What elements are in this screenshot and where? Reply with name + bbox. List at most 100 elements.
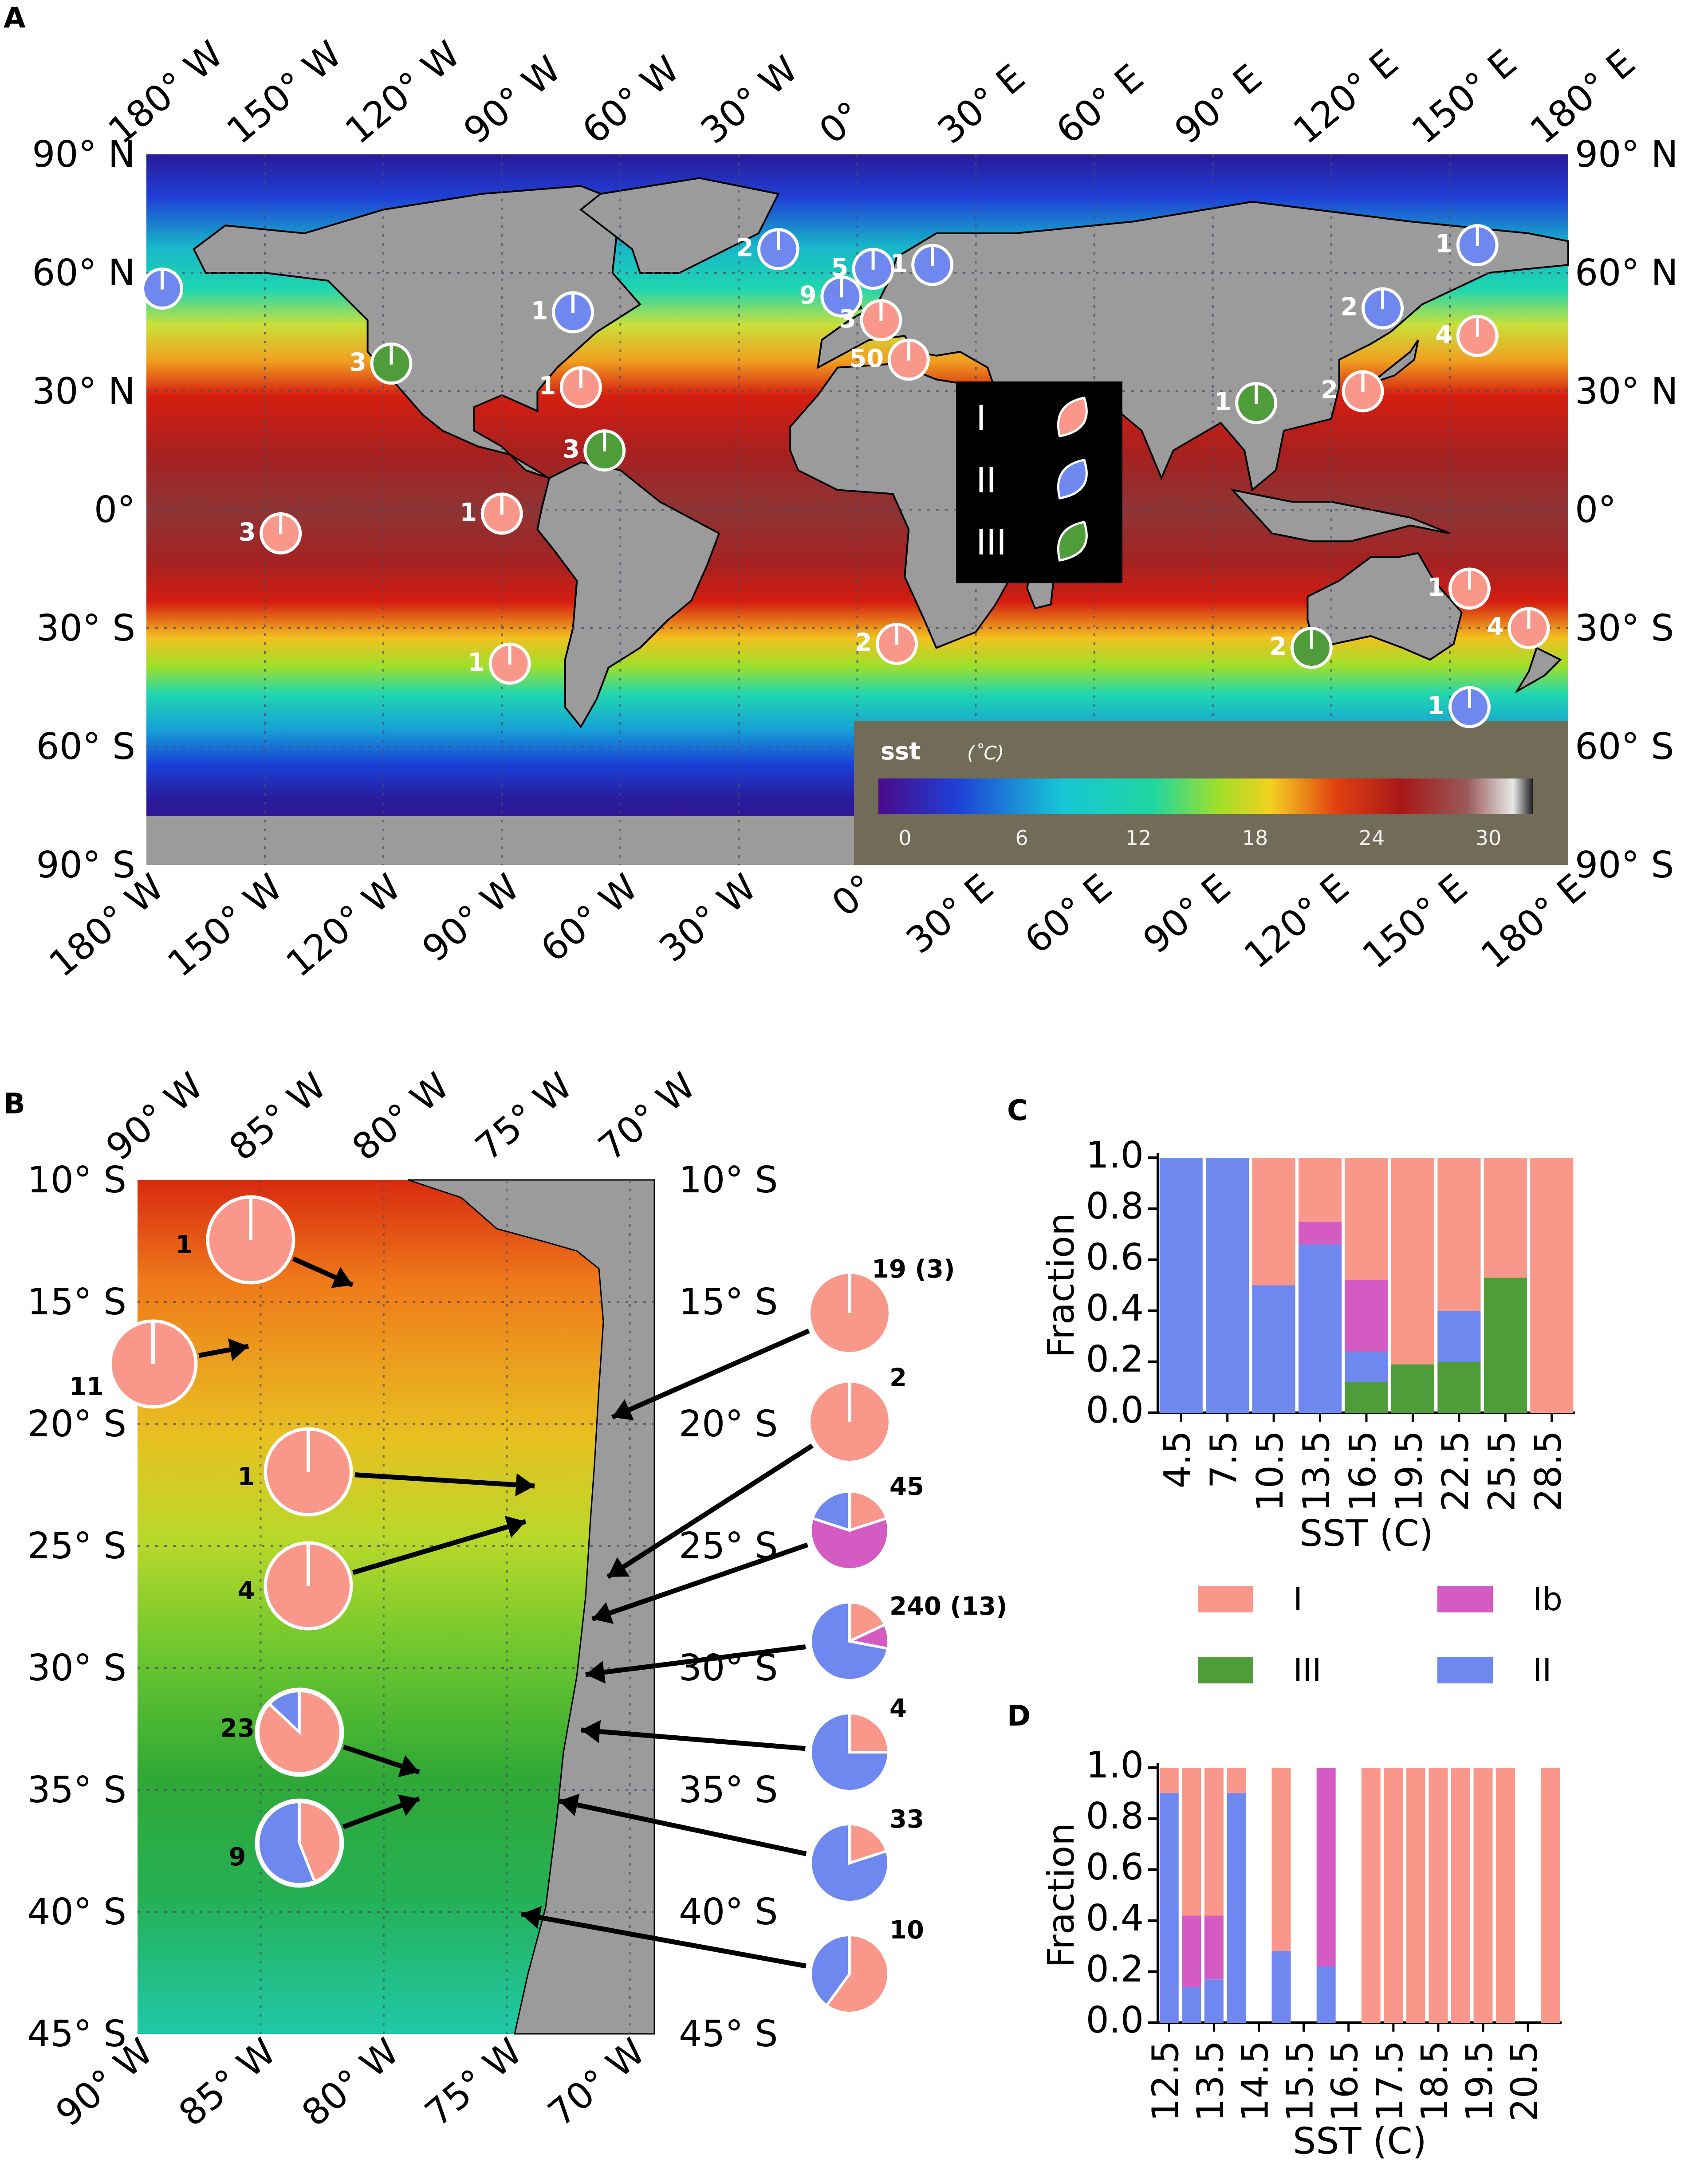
south-america-coast: [408, 1179, 655, 2035]
legend-swatch-III: [1057, 520, 1088, 562]
legend-swatch-iii: [1198, 1657, 1253, 1683]
pie-ring: [807, 1820, 892, 1906]
sst-gradient: [878, 778, 1533, 814]
site-marker: [141, 267, 184, 310]
top-lon-label: 85° W: [221, 1065, 334, 1169]
land-south-america: [536, 461, 720, 729]
pie-count: 10: [889, 1916, 924, 1945]
site-count: 3: [563, 435, 580, 464]
arrow-shaft: [521, 1911, 807, 1969]
pie-chart: 9: [229, 1798, 344, 1888]
right-lat-label: 40° S: [679, 1891, 778, 1933]
bottom-lon-label: 30° W: [652, 866, 764, 971]
top-lon-label: 150° W: [219, 33, 350, 153]
x-tick-label: 16.5: [1342, 1431, 1384, 1512]
y-tick-label: 0.2: [1086, 1948, 1144, 1990]
pie-slice-Ib: [809, 1517, 890, 1571]
legend-label-II: II: [976, 461, 996, 501]
legend-swatch-II: [1057, 458, 1088, 500]
pie-arrows: [198, 1256, 814, 1969]
arrow-shaft: [352, 1519, 527, 1575]
site-marker: 1: [539, 366, 602, 409]
bar-segment-i: [1204, 1768, 1224, 1916]
y-tick-label: 1.0: [1086, 1744, 1144, 1786]
right-lat-label: 45° S: [679, 2013, 778, 2055]
bar-segment-ib: [1316, 1768, 1336, 1967]
pie-chart: 2: [807, 1364, 907, 1464]
arrow-head: [504, 1515, 526, 1538]
pie-ring: [807, 1488, 892, 1573]
bar-segment-ii: [1252, 1285, 1295, 1413]
y-tick-label: 0.6: [1086, 1846, 1144, 1888]
x-tick-label: 7.5: [1203, 1431, 1245, 1488]
top-lon-label: 60° E: [1048, 56, 1151, 152]
sst-colorbar: sst (˚C) 0 6 12 18 24 30: [854, 721, 1568, 865]
bar-segment-ii: [1182, 1987, 1201, 2023]
site-marker: 1: [468, 642, 531, 685]
pie-count: 23: [220, 1714, 255, 1743]
arrow-shaft: [591, 1542, 809, 1622]
pie-ring: [807, 1931, 892, 2017]
bottom-lon-label: 70° W: [540, 2031, 653, 2135]
land-greenland: [579, 177, 780, 274]
chile-gridlines: [138, 1180, 654, 2034]
site-marker: 1: [1427, 686, 1491, 728]
x-tick-label: 22.5: [1435, 1431, 1477, 1512]
pie-ring: [807, 1270, 892, 1356]
top-lon-label: 30° W: [693, 48, 806, 152]
site-count: 2: [855, 629, 872, 657]
bottom-lon-label: 150° E: [1355, 866, 1476, 977]
site-marker: 1: [1435, 224, 1499, 267]
bar-segment-iii: [1484, 1278, 1527, 1413]
bar-segment-i: [1451, 1768, 1470, 2023]
bar-segment-ii: [1159, 1793, 1179, 2023]
pie-slice-I: [848, 1600, 887, 1643]
y-axis-label: Fraction: [1040, 1823, 1082, 1968]
bottom-lon-label: 30° E: [898, 866, 1001, 962]
arrow-head: [581, 1720, 601, 1743]
bar-segment-ii: [1298, 1244, 1342, 1413]
site-count: 2: [1321, 376, 1338, 405]
pie-ring: [206, 1195, 295, 1285]
sst-label: sst: [881, 737, 921, 765]
pie-count: 9: [229, 1843, 246, 1871]
y-tick-label: 0.2: [1086, 1338, 1144, 1380]
pie-count: 4: [889, 1694, 907, 1723]
left-lat-label: 45° S: [28, 2013, 126, 2055]
top-lon-label: 30° E: [930, 56, 1033, 152]
site-marker: 3: [839, 299, 902, 342]
panel-b: B 90° W90° W85° W85° W80° W80° W75° W75°…: [4, 1065, 1007, 2135]
right-lat-label: 90° N: [1575, 134, 1678, 176]
site-marker: 3: [563, 429, 626, 472]
site-count: 1: [1427, 573, 1444, 602]
left-lat-label: 90° S: [36, 844, 135, 886]
y-tick-label: 0.6: [1086, 1236, 1144, 1278]
bar-segment-i: [1159, 1768, 1179, 1793]
pie-ring: [807, 1710, 892, 1795]
arrow-head: [592, 1602, 614, 1624]
bar-segment-i: [1406, 1768, 1425, 2023]
pie-chart: 19 (3): [807, 1255, 955, 1356]
legend-label-iii: III: [1293, 1651, 1322, 1689]
x-tick-label: 19.5: [1459, 2040, 1501, 2122]
arrow-head: [612, 1399, 634, 1420]
top-lon-label: 120° E: [1286, 42, 1406, 153]
site-marker: 3: [239, 512, 302, 554]
bar-segment-ii: [1437, 1311, 1481, 1362]
site-count: 50: [849, 344, 884, 373]
bar-segment-ib: [1182, 1915, 1201, 1987]
bar-segment-ii: [1271, 1951, 1291, 2023]
legend-swatch-i: [1198, 1586, 1253, 1612]
pie-chart: 23: [220, 1687, 344, 1777]
y-tick-label: 0.8: [1086, 1185, 1144, 1227]
pie-slice-II: [809, 1933, 851, 2008]
bottom-lon-label: 85° W: [171, 2031, 284, 2135]
bar-segment-i: [1298, 1158, 1342, 1222]
bottom-lon-label: 60° W: [533, 866, 646, 971]
legend-label-III: III: [976, 523, 1007, 563]
right-lat-label: 30° S: [1575, 607, 1674, 649]
x-tick-label: 20.5: [1503, 2040, 1546, 2122]
legend-box: [956, 381, 1122, 583]
site-marker: 1: [531, 291, 594, 334]
